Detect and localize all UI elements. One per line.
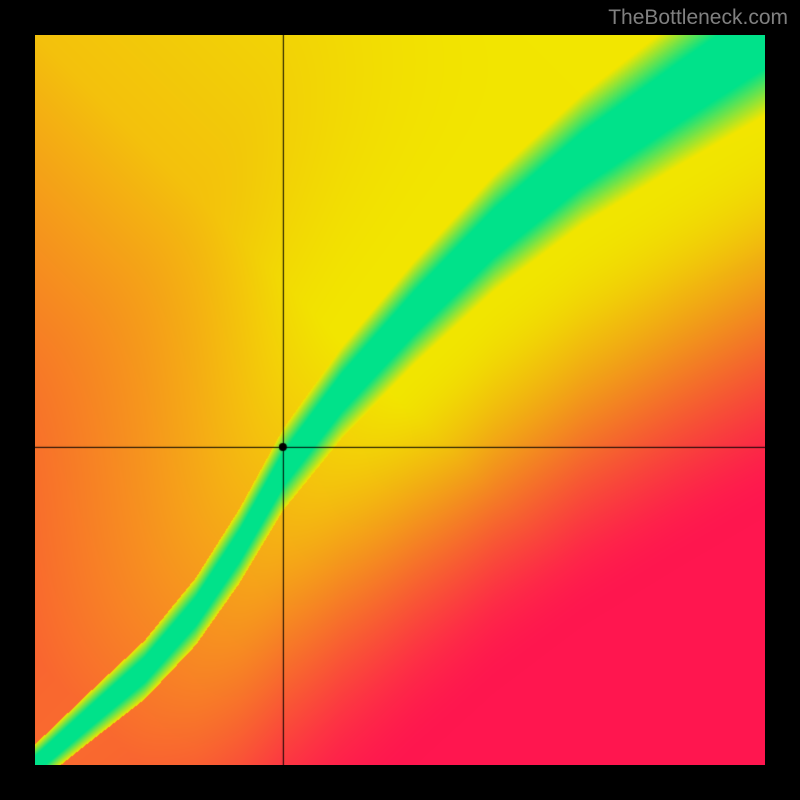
heatmap-canvas [35,35,765,765]
watermark-text: TheBottleneck.com [608,6,788,30]
heatmap-plot [35,35,765,765]
